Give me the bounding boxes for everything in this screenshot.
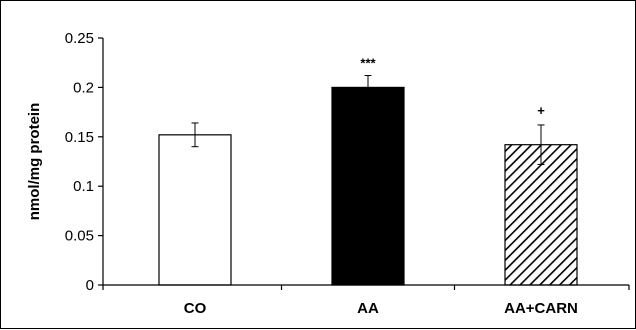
y-tick-label: 0.1 [73, 178, 94, 195]
y-tick-label: 0.2 [73, 79, 94, 96]
bars-layer [158, 86, 578, 286]
bar-co [158, 134, 232, 286]
x-tick-label: CO [184, 300, 207, 317]
error-bar-aa [364, 75, 372, 100]
error-bar-co [191, 122, 199, 148]
bar-aa [331, 86, 405, 286]
y-tick-label: 0 [86, 277, 94, 294]
labels-layer: 0 0.05 0.1 0.15 0.2 0.25 CO AA AA+CARN *** + nmol/m… [26, 30, 578, 317]
error-bars-layer [191, 75, 545, 165]
axes-layer [98, 37, 630, 290]
x-tick-label: AA [357, 300, 379, 317]
y-axis-title: nmol/mg protein [26, 103, 43, 221]
error-bar-aa-carn [537, 124, 545, 165]
significance-label: + [537, 103, 545, 118]
y-tick-label: 0.05 [65, 228, 94, 245]
y-tick-label: 0.15 [65, 129, 94, 146]
y-tick-label: 0.25 [65, 30, 94, 47]
bar-aa-carn [504, 144, 578, 286]
significance-label: *** [360, 56, 376, 71]
x-tick-label: AA+CARN [504, 300, 578, 317]
